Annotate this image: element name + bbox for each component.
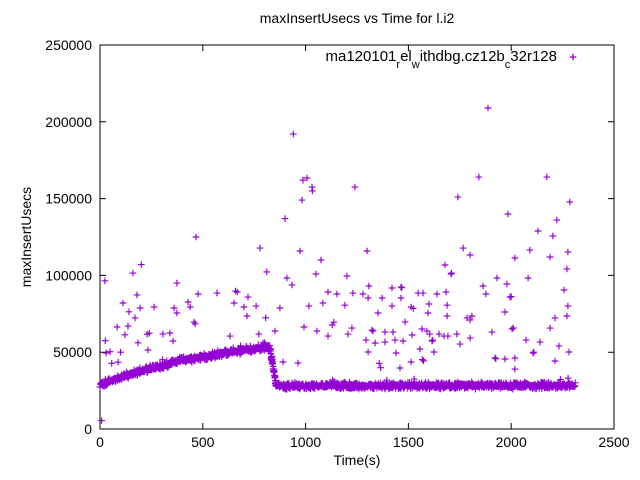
legend: ma120101relwithdbg.cz12bc32r128 [325, 48, 557, 71]
legend-plus-marker-icon [569, 53, 577, 61]
x-tick-label: 0 [96, 434, 104, 450]
x-tick-label: 1000 [290, 434, 321, 450]
axis-ticks [99, 44, 615, 430]
legend-subscript: w [411, 59, 420, 71]
x-axis-label: Time(s) [333, 452, 381, 468]
x-tick-label: 2000 [496, 434, 527, 450]
y-tick-label: 50000 [53, 344, 92, 360]
y-tick-label: 0 [84, 421, 92, 437]
y-tick-label: 250000 [45, 37, 92, 53]
x-tick-label: 2500 [598, 434, 629, 450]
chart-title: maxInsertUsecs vs Time for l.i2 [259, 10, 455, 26]
y-axis-label: maxInsertUsecs [18, 186, 34, 288]
y-tick-label: 100000 [45, 267, 92, 283]
scatter-band-points [96, 339, 579, 393]
legend-subscript: c [504, 59, 511, 71]
x-tick-label: 500 [191, 434, 215, 450]
y-tick-label: 200000 [45, 114, 92, 130]
legend-series-label: ma120101relwithdbg.cz12bc32r128 [325, 48, 557, 71]
legend-subscript: r [396, 59, 401, 71]
plot-border [99, 44, 615, 430]
scatter-outlier-points [98, 104, 574, 424]
x-tick-label: 1500 [393, 434, 424, 450]
y-tick-label: 150000 [45, 191, 92, 207]
